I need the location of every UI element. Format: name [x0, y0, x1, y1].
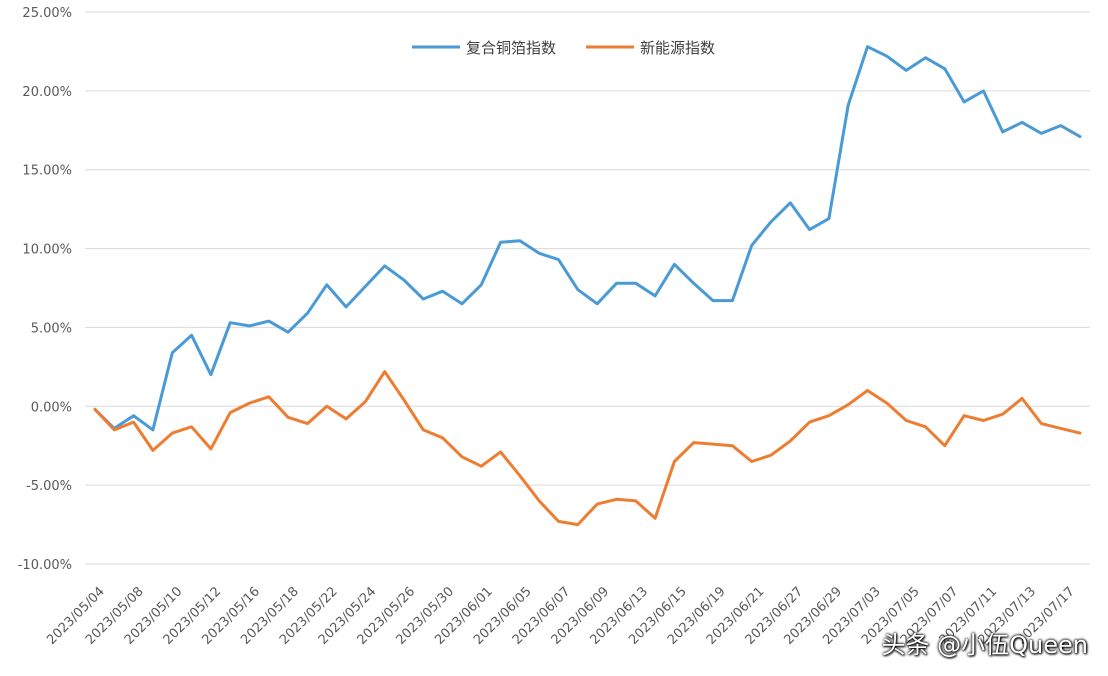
y-tick-label: 20.00% [22, 85, 72, 100]
series-line-1 [93, 45, 1082, 432]
legend-label-series-1: 复合铜箔指数 [466, 39, 556, 57]
y-tick-label: 10.00% [22, 243, 72, 258]
series-lines [93, 45, 1082, 527]
y-tick-label: 25.00% [22, 6, 72, 21]
legend-label-series-2: 新能源指数 [640, 39, 715, 57]
y-tick-label: -5.00% [26, 479, 72, 494]
gridlines [85, 11, 1090, 565]
y-tick-label: -10.00% [18, 558, 72, 573]
series-line-2 [93, 370, 1082, 527]
y-tick-label: 0.00% [31, 400, 72, 415]
y-axis-ticks: 25.00% 20.00% 15.00% 10.00% 5.00% 0.00% -5.00%… [18, 6, 72, 573]
watermark: 头条 @小伍Queen [881, 631, 1088, 659]
y-tick-label: 5.00% [31, 321, 72, 336]
y-tick-label: 15.00% [22, 164, 72, 179]
legend: 复合铜箔指数 新能源指数 [412, 39, 715, 57]
